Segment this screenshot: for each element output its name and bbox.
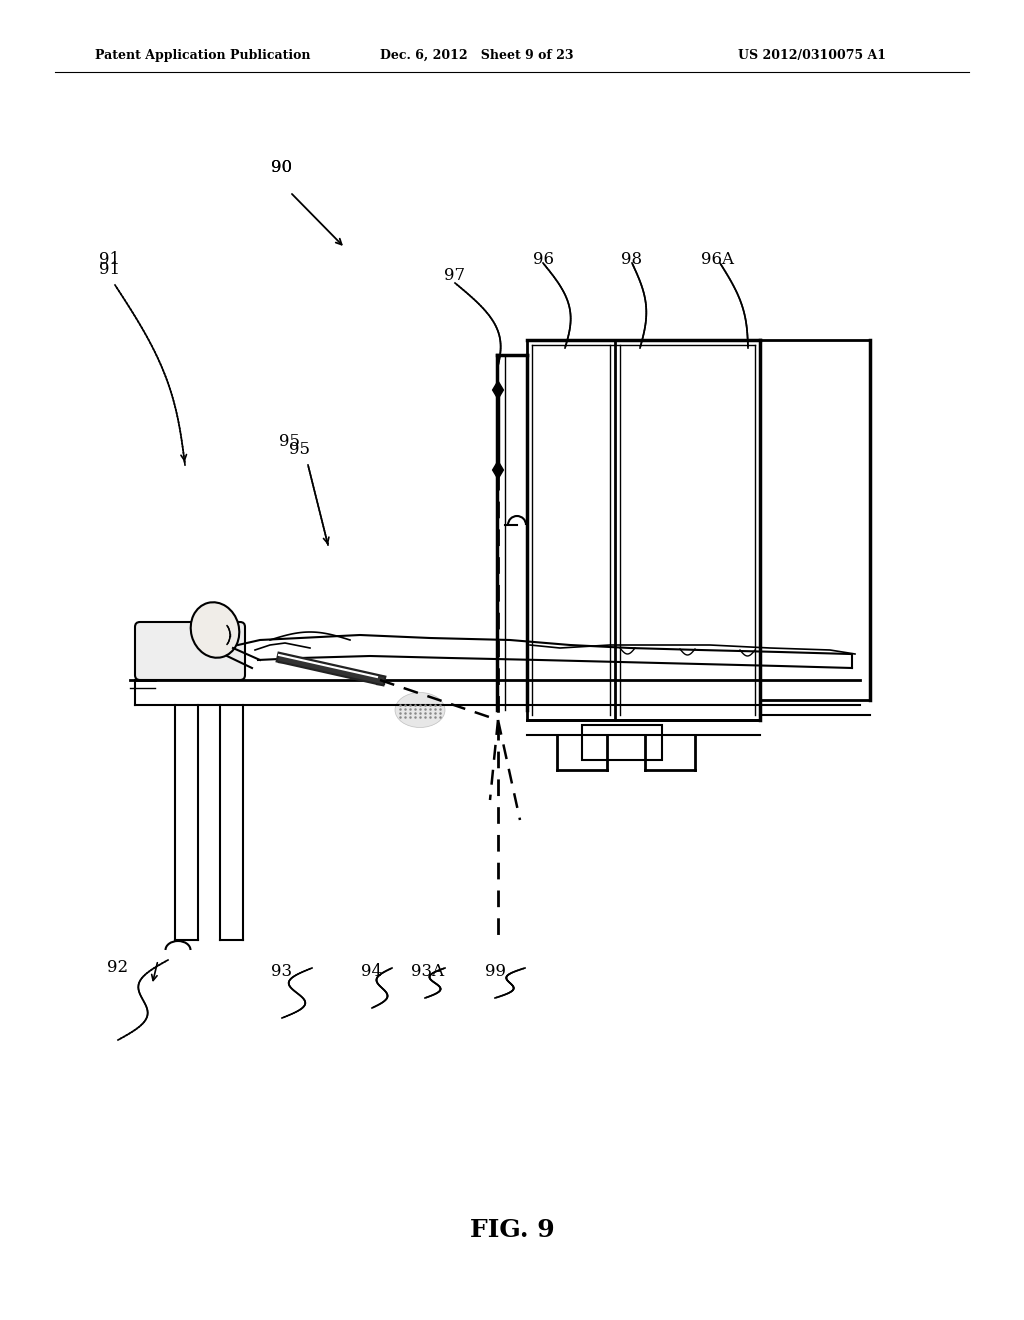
Text: 93A: 93A — [412, 964, 444, 981]
Text: 97: 97 — [444, 267, 466, 284]
Text: 98: 98 — [622, 252, 643, 268]
Text: 96A: 96A — [701, 252, 734, 268]
Ellipse shape — [395, 693, 445, 727]
Text: 90: 90 — [271, 160, 293, 177]
Text: 95: 95 — [290, 441, 310, 458]
Text: 91: 91 — [99, 252, 121, 268]
Text: 96: 96 — [532, 252, 554, 268]
Bar — [376, 676, 384, 684]
Text: Patent Application Publication: Patent Application Publication — [95, 49, 310, 62]
Text: Dec. 6, 2012   Sheet 9 of 23: Dec. 6, 2012 Sheet 9 of 23 — [380, 49, 573, 62]
Text: 91: 91 — [99, 261, 121, 279]
Text: US 2012/0310075 A1: US 2012/0310075 A1 — [738, 49, 886, 62]
Polygon shape — [493, 381, 504, 399]
Text: 93: 93 — [271, 964, 293, 981]
Polygon shape — [493, 461, 504, 479]
Ellipse shape — [190, 602, 240, 657]
Bar — [278, 653, 286, 663]
Bar — [582, 725, 662, 760]
Text: 95: 95 — [280, 433, 300, 450]
FancyBboxPatch shape — [135, 622, 245, 680]
Text: 90: 90 — [271, 160, 293, 177]
Text: 99: 99 — [484, 964, 506, 981]
Text: 94: 94 — [361, 964, 383, 981]
Text: FIG. 9: FIG. 9 — [470, 1218, 554, 1242]
Text: 92: 92 — [108, 960, 129, 977]
